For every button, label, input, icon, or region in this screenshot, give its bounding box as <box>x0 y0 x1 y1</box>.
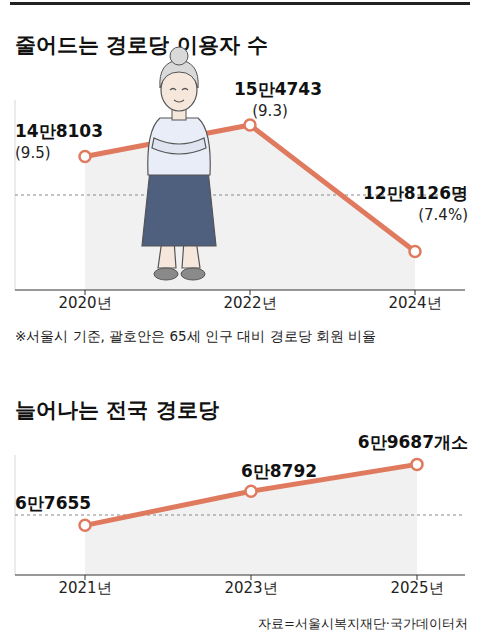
x-label: 2022년 <box>223 294 276 312</box>
title: 늘어나는 전국 경로당 <box>15 398 219 422</box>
ratio-label: (7.4%) <box>418 206 468 224</box>
plot <box>15 119 465 290</box>
hair-bun <box>170 47 188 65</box>
data-label: 15만4743 <box>234 79 322 99</box>
skirt <box>142 170 216 246</box>
plot <box>15 459 465 575</box>
x-label: 2021년 <box>58 579 111 597</box>
point <box>246 486 257 497</box>
top-rule <box>10 2 470 5</box>
title: 줄어드는 경로당 이용자 수 <box>15 33 268 57</box>
data-label: 12만8126명 <box>363 183 468 203</box>
data-label: 6만7655 <box>15 493 91 513</box>
baseline <box>15 289 465 290</box>
x-label: 2023년 <box>224 579 277 597</box>
data-label: 14만8103 <box>15 121 103 141</box>
grid-line <box>15 515 465 516</box>
illustration <box>142 47 216 280</box>
infographic: 줄어드는 경로당 이용자 수 2020년 2022년 2024년 14만8103 (9.5… <box>0 0 480 641</box>
data-label: 6만8792 <box>241 461 317 481</box>
data-label: 6만9687개소 <box>358 432 468 452</box>
sweater <box>148 118 211 175</box>
ratio-label: (9.3) <box>252 102 288 120</box>
baseline <box>15 574 465 575</box>
ratio-label: (9.5) <box>15 144 51 162</box>
arms <box>152 138 206 154</box>
area <box>85 125 415 290</box>
x-label: 2024년 <box>388 294 441 312</box>
point <box>80 151 91 162</box>
shoe <box>181 268 205 280</box>
features <box>170 89 188 103</box>
chart: 줄어드는 경로당 이용자 수 2020년 2022년 2024년 14만8103 (9.5… <box>15 33 468 344</box>
note: ※서울시 기준, 괄호안은 65세 인구 대비 경로당 회원 비율 <box>15 328 376 344</box>
shoe <box>154 268 178 280</box>
source: 자료=서울시복지재단·국가데이터처 <box>258 616 468 631</box>
point <box>412 459 423 470</box>
chart: 늘어나는 전국 경로당 2021년 2023년 2025년 6만7655 6만8792 6만… <box>15 398 468 631</box>
point <box>80 520 91 531</box>
x-label: 2025년 <box>390 579 443 597</box>
point <box>410 246 421 257</box>
point <box>245 119 256 130</box>
x-label: 2020년 <box>58 294 111 312</box>
